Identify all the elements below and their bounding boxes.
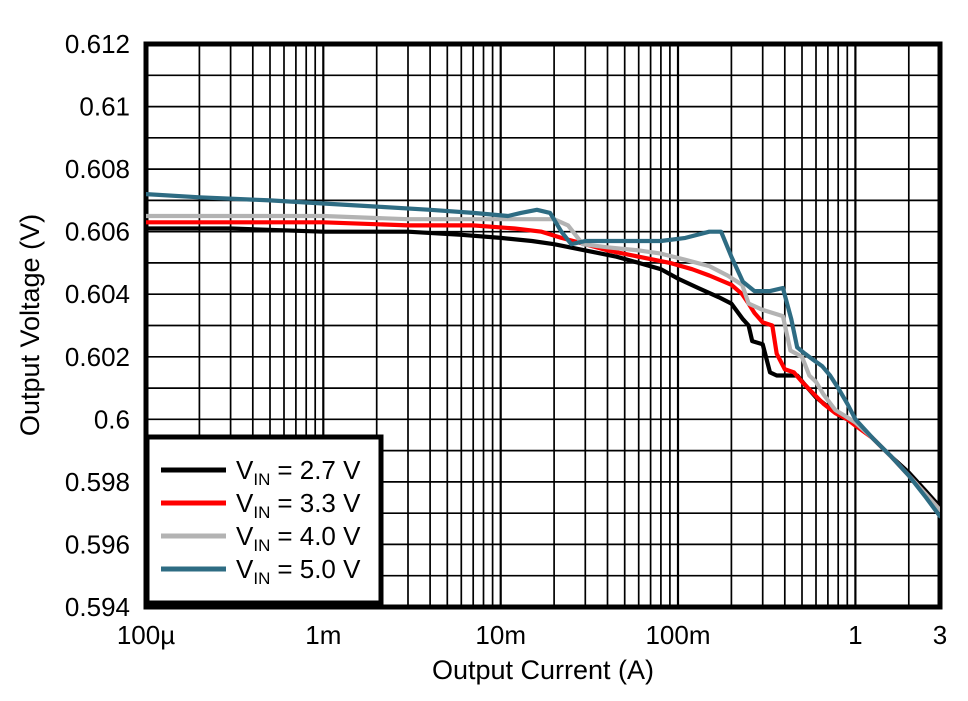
y-tick-label: 0.6 — [94, 404, 130, 434]
legend-label-vin-4.0: VIN = 4.0 V — [236, 521, 361, 555]
series-line-vin-5.0 — [146, 192, 940, 519]
y-tick-label: 0.61 — [79, 92, 130, 122]
x-tick-label: 1m — [305, 620, 341, 650]
tick-labels: 100µ 1m 10m 100m 1 3 0.594 0.596 0.598 0.6 0.602 0.… — [65, 29, 947, 650]
plot-area: 100µ 1m 10m 100m 1 3 0.594 0.596 0.598 0.6 0.602 0.… — [65, 29, 947, 650]
y-tick-label: 0.598 — [65, 467, 130, 497]
y-tick-label: 0.612 — [65, 29, 130, 59]
x-tick-label: 100m — [645, 620, 710, 650]
x-tick-label: 1 — [848, 620, 862, 650]
x-tick-label: 10m — [475, 620, 526, 650]
x-tick-label: 3 — [933, 620, 947, 650]
grid — [146, 44, 940, 607]
y-axis-title: Output Voltage (V) — [15, 214, 45, 436]
y-tick-label: 0.608 — [65, 154, 130, 184]
y-tick-label: 0.602 — [65, 342, 130, 372]
legend-label-vin-3.3: VIN = 3.3 V — [236, 488, 361, 522]
plot-frame — [143, 41, 943, 610]
x-tick-label: 100µ — [117, 620, 175, 650]
legend-label-vin-2.7: VIN = 2.7 V — [236, 455, 361, 489]
series-layer — [146, 192, 940, 519]
x-axis-title: Output Current (A) — [432, 655, 654, 685]
series-line-vin-3.3 — [146, 220, 940, 513]
y-tick-label: 0.594 — [65, 592, 130, 622]
y-tick-label: 0.606 — [65, 217, 130, 247]
y-tick-label: 0.596 — [65, 529, 130, 559]
legend-box — [144, 434, 384, 606]
y-tick-label: 0.604 — [65, 279, 130, 309]
legend-label-vin-5.0: VIN = 5.0 V — [236, 554, 361, 588]
